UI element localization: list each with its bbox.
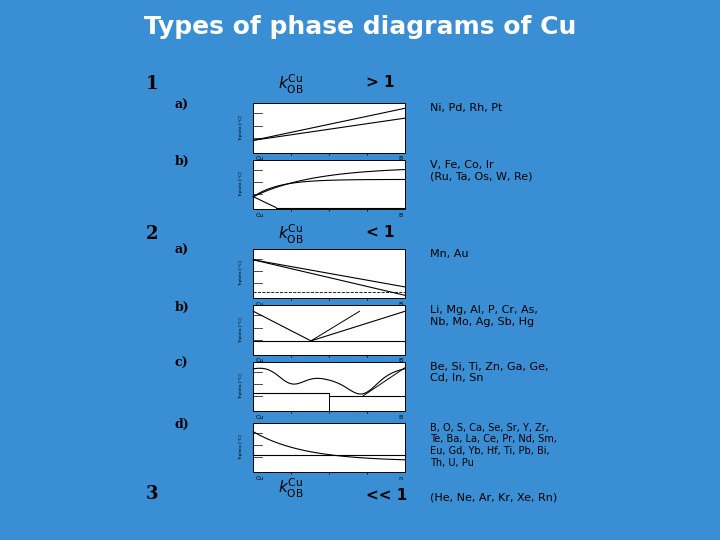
Bar [253, 362, 405, 411]
Text: Cu: Cu [256, 213, 264, 218]
Bar [253, 103, 405, 153]
Text: Ni, Pd, Rh, Pt: Ni, Pd, Rh, Pt [430, 103, 502, 113]
Text: Teplota [°C]: Teplota [°C] [239, 115, 243, 141]
Bar [253, 305, 405, 355]
Text: Be, Si, Ti, Zn, Ga, Ge,
Cd, In, Sn: Be, Si, Ti, Zn, Ga, Ge, Cd, In, Sn [430, 362, 548, 383]
Text: Teplota [°C]: Teplota [°C] [239, 172, 243, 197]
Text: Teplota [°C]: Teplota [°C] [239, 374, 243, 399]
Text: Cu: Cu [256, 157, 264, 161]
Text: $k^\mathregular{Cu}_\mathregular{OB}$: $k^\mathregular{Cu}_\mathregular{OB}$ [278, 477, 304, 500]
Text: B: B [398, 302, 402, 307]
Text: Cu: Cu [256, 476, 264, 481]
Text: Mn, Au: Mn, Au [430, 249, 468, 259]
Text: B: B [398, 359, 402, 363]
Text: Teplota [°C]: Teplota [°C] [239, 435, 243, 460]
Text: B: B [398, 213, 402, 218]
Text: n: n [399, 476, 402, 481]
Text: 3: 3 [145, 485, 158, 503]
Text: 1: 1 [145, 75, 158, 93]
Text: b): b) [175, 301, 189, 314]
Bar [253, 423, 405, 472]
Text: << 1: << 1 [366, 488, 407, 503]
Bar [253, 249, 405, 298]
Text: c): c) [175, 357, 189, 370]
Text: $k^\mathregular{Cu}_\mathregular{OB}$: $k^\mathregular{Cu}_\mathregular{OB}$ [278, 223, 304, 246]
Text: V, Fe, Co, Ir
(Ru, Ta, Os, W, Re): V, Fe, Co, Ir (Ru, Ta, Os, W, Re) [430, 160, 532, 181]
Text: Types of phase diagrams of Cu: Types of phase diagrams of Cu [144, 15, 576, 39]
Text: a): a) [175, 99, 189, 112]
Text: 2: 2 [145, 226, 158, 244]
Bar [253, 160, 405, 209]
Text: Li, Mg, Al, P, Cr, As,
Nb, Mo, Ag, Sb, Hg: Li, Mg, Al, P, Cr, As, Nb, Mo, Ag, Sb, H… [430, 305, 537, 327]
Text: B: B [398, 157, 402, 161]
Text: b): b) [175, 155, 189, 168]
Text: $k^\mathregular{Cu}_\mathregular{OB}$: $k^\mathregular{Cu}_\mathregular{OB}$ [278, 73, 304, 96]
Text: (He, Ne, Ar, Kr, Xe, Rn): (He, Ne, Ar, Kr, Xe, Rn) [430, 492, 557, 503]
Text: B, O, S, Ca, Se, Sr, Y, Zr,
Te, Ba, La, Ce, Pr, Nd, Sm,
Eu, Gd, Yb, Hf, Ti, Pb, : B, O, S, Ca, Se, Sr, Y, Zr, Te, Ba, La, … [430, 423, 557, 468]
Text: < 1: < 1 [366, 226, 395, 240]
Text: Cu: Cu [256, 359, 264, 363]
Text: Cu: Cu [256, 302, 264, 307]
Text: Cu: Cu [256, 415, 264, 420]
Text: Teplota [°C]: Teplota [°C] [239, 317, 243, 343]
Text: > 1: > 1 [366, 75, 395, 90]
Text: a): a) [175, 244, 189, 257]
Text: d): d) [175, 418, 189, 431]
Text: Teplota [°C]: Teplota [°C] [239, 261, 243, 286]
Text: B: B [398, 415, 402, 420]
